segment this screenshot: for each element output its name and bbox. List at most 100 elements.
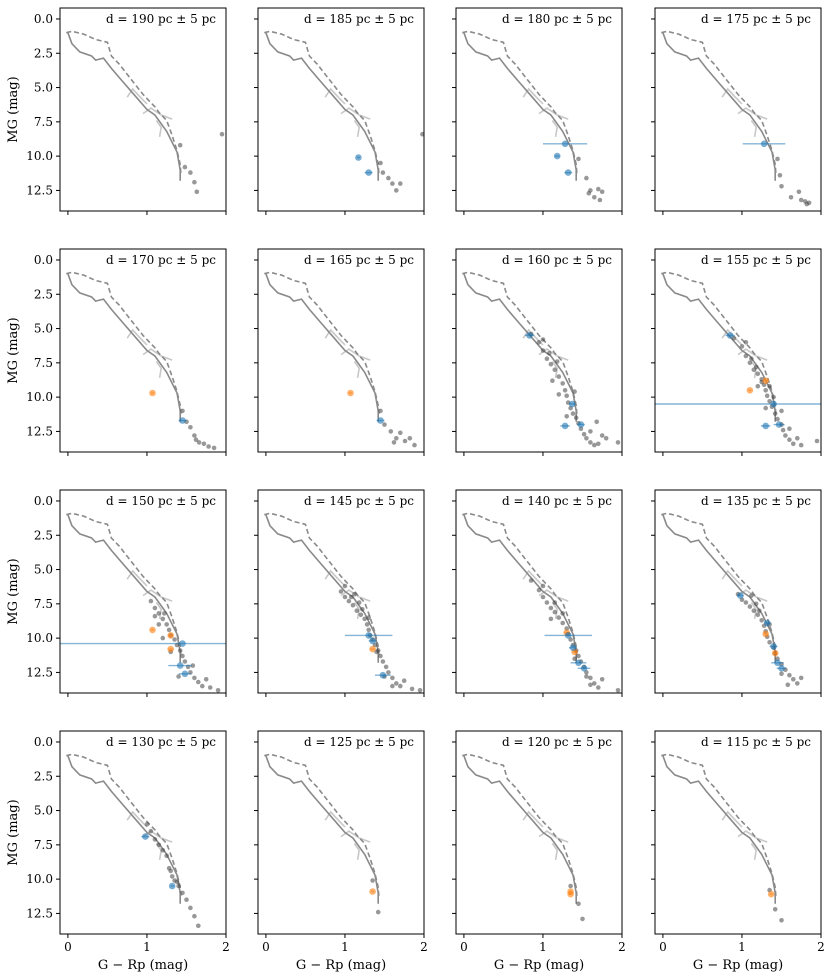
y-tick-label: 7.5: [34, 356, 53, 370]
x-tick-label: 1: [143, 940, 151, 954]
field-point: [362, 616, 368, 622]
isochrone-light-2: [155, 361, 163, 379]
y-tick-label: 12.5: [26, 424, 53, 438]
panel-d170: d = 170 pc ± 5 pc 0.0 2.5 5.0 7.5 10.0 12.5 MG …: [6, 248, 227, 456]
field-point: [342, 594, 348, 600]
panel-d145: d = 145 pc ± 5 pc: [254, 489, 425, 697]
panel-title: d = 180 pc ± 5 pc: [502, 12, 612, 26]
field-point: [160, 616, 166, 622]
field-point: [148, 828, 154, 834]
x-tick-label: 2: [420, 940, 428, 954]
field-point: [164, 622, 169, 627]
field-point: [757, 608, 762, 613]
blue-candidate-point: [762, 422, 769, 430]
field-point: [564, 393, 569, 399]
blue-candidate-point: [179, 417, 186, 424]
plot-area: [66, 30, 225, 195]
plot-area: [60, 512, 226, 693]
isochrone-light-2: [353, 120, 361, 138]
isochrone-light-2: [551, 602, 559, 620]
field-point: [196, 923, 201, 929]
field-point: [597, 197, 603, 203]
isochrone-dashed: [462, 753, 578, 898]
field-point: [409, 686, 415, 692]
field-point: [599, 433, 605, 438]
field-point: [407, 436, 413, 441]
field-point: [576, 653, 581, 659]
field-point: [572, 389, 577, 394]
panel-title: d = 170 pc ± 5 pc: [106, 253, 216, 267]
field-point: [356, 600, 362, 605]
isochrone-dashed: [66, 30, 182, 175]
field-point: [383, 664, 389, 670]
field-point: [753, 364, 759, 370]
x-tick-label: 1: [341, 940, 349, 954]
field-point: [596, 685, 601, 690]
plot-area: [462, 753, 585, 922]
y-tick-label: 0.0: [34, 253, 53, 267]
y-tick-label: 10.0: [26, 631, 53, 645]
field-point: [779, 918, 784, 923]
panel-frame: [59, 730, 227, 935]
field-point: [596, 441, 601, 447]
panel-frame: [257, 730, 425, 935]
isochrone-dashed: [661, 30, 777, 175]
panel-d130: d = 130 pc ± 5 pc 0 1 2 0.0 2.5 5.0 7.5 10.0 12.5…: [6, 730, 230, 973]
field-point: [360, 607, 365, 612]
isochrone-light-2: [750, 843, 758, 861]
panel-frame: [654, 248, 822, 453]
panel-title: d = 130 pc ± 5 pc: [106, 735, 216, 749]
field-point: [342, 583, 348, 589]
isochrone-dashed: [661, 271, 777, 416]
field-point: [366, 627, 372, 633]
blue-candidate-point: [580, 665, 588, 672]
field-point: [349, 594, 354, 600]
isochrone-light-2: [750, 602, 758, 620]
field-point: [156, 611, 162, 616]
isochrone-light-0: [126, 569, 148, 587]
field-point: [206, 444, 211, 449]
orange-candidate-point: [771, 649, 779, 657]
field-point: [398, 181, 403, 186]
y-tick-label: 7.5: [34, 838, 53, 852]
plot-area: [264, 512, 423, 693]
field-point: [350, 602, 356, 608]
y-axis-label: MG (mag): [6, 799, 21, 865]
field-point: [180, 408, 185, 414]
isochrone-light-2: [551, 843, 559, 861]
field-point: [192, 179, 197, 185]
panel-frame: [455, 489, 623, 694]
field-point: [398, 430, 403, 436]
y-tick-label: 12.5: [26, 906, 53, 920]
y-tick-label: 10.0: [26, 872, 53, 886]
blue-candidate-point: [365, 632, 373, 639]
field-point: [164, 853, 169, 859]
panel-d175: d = 175 pc ± 5 pc: [651, 7, 822, 215]
field-point: [156, 842, 162, 848]
field-point: [806, 200, 812, 206]
y-tick-label: 5.0: [34, 81, 53, 95]
blue-candidate-point: [774, 659, 781, 667]
field-point: [767, 383, 772, 389]
panel-frame: [654, 7, 822, 212]
field-point: [814, 438, 820, 444]
field-point: [364, 622, 370, 627]
blue-candidate-point: [369, 637, 376, 645]
panel-title: d = 120 pc ± 5 pc: [502, 735, 612, 749]
field-point: [160, 635, 166, 641]
field-point: [156, 622, 162, 627]
x-tick-label: 2: [222, 940, 230, 954]
field-point: [581, 431, 587, 437]
field-point: [772, 907, 778, 912]
isochrone-light-0: [126, 328, 148, 346]
field-point: [564, 414, 569, 419]
field-point: [588, 440, 593, 445]
y-tick-label: 5.0: [34, 322, 53, 336]
field-point: [787, 672, 792, 678]
isochrone-solid: [662, 32, 776, 181]
blue-candidate-point: [577, 421, 585, 428]
panel-frame: [455, 730, 623, 935]
field-point: [749, 593, 754, 598]
field-point: [184, 897, 189, 902]
isochrone-light-2: [551, 120, 559, 138]
